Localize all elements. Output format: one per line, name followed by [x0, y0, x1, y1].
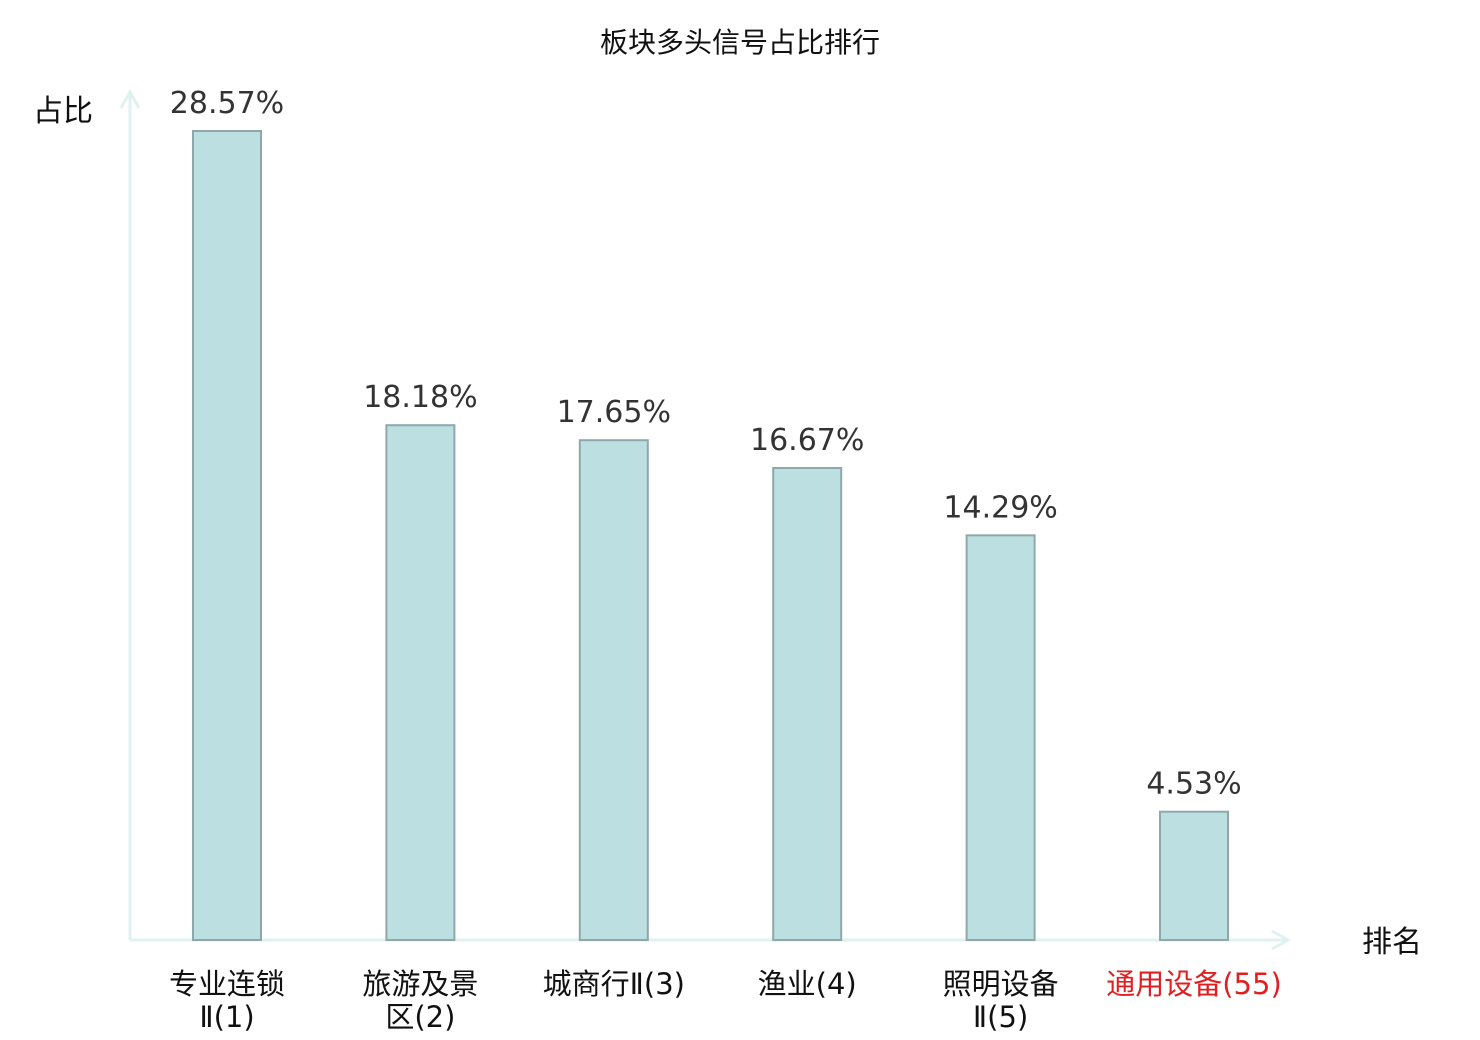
bar — [578, 439, 649, 941]
category-label: 城商行Ⅱ(3) — [543, 967, 685, 1001]
value-label: 18.18% — [363, 380, 477, 415]
category-labels: 专业连锁 Ⅱ(1) 旅游及景区(2) 城商行Ⅱ(3) 渔业(4) 照明设备 Ⅱ(5) 通用设备… — [169, 967, 1282, 1034]
bar — [1159, 810, 1229, 941]
value-label: 16.67% — [750, 423, 864, 458]
category-label: 旅游及景区(2) — [362, 967, 478, 1034]
value-label: 17.65% — [557, 395, 671, 430]
category-label: 通用设备(55) — [1106, 967, 1282, 1001]
bar — [385, 424, 456, 941]
category-label: 照明设备 Ⅱ(5) — [943, 967, 1059, 1034]
y-axis-label: 占比 — [33, 94, 93, 129]
value-label: 28.57% — [170, 86, 284, 121]
axes — [119, 88, 1292, 951]
value-label: 4.53% — [1146, 767, 1241, 802]
y-axis-arrow-icon — [119, 88, 141, 109]
chart-title: 板块多头信号占比排行 — [600, 26, 880, 59]
bar — [772, 466, 843, 941]
value-labels: 28.57% 18.18% 17.65% 16.67% 14.29% 4.53% — [170, 86, 1242, 802]
value-label: 14.29% — [943, 490, 1057, 525]
category-label: 专业连锁 Ⅱ(1) — [169, 967, 285, 1034]
x-axis-label: 排名 — [1362, 925, 1422, 960]
bar — [192, 130, 262, 941]
category-label: 渔业(4) — [758, 967, 857, 1001]
x-axis-arrow-icon — [1271, 929, 1292, 951]
bar — [965, 534, 1036, 941]
bars — [192, 130, 1229, 941]
